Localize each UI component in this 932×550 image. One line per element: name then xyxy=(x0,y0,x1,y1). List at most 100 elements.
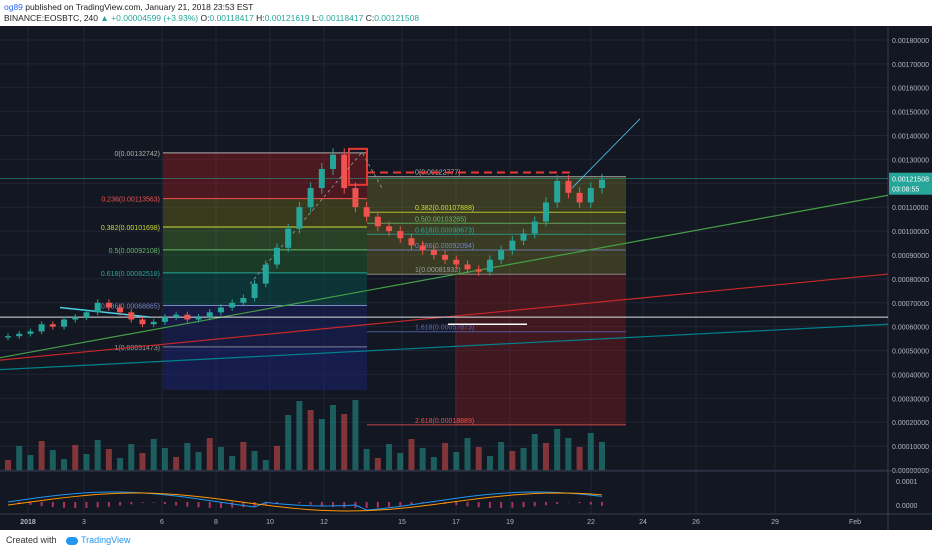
candle-body xyxy=(363,207,370,217)
macd-histogram-bar xyxy=(141,502,144,503)
candle-body xyxy=(554,180,561,203)
volume-bar xyxy=(341,414,348,470)
volume-bar xyxy=(397,453,404,470)
macd-histogram-bar xyxy=(388,502,391,507)
published-text: published on TradingView.com, January 21… xyxy=(25,2,254,12)
volume-bar xyxy=(206,438,213,470)
y-tick-label: 0.00110000 xyxy=(892,205,929,212)
candle-body xyxy=(5,336,11,338)
candle-body xyxy=(38,324,45,332)
macd-histogram-bar xyxy=(96,502,99,508)
volume-bar xyxy=(318,419,325,470)
x-tick-label: 2018 xyxy=(20,519,36,526)
chart-area[interactable]: 0.00180000 0.00170000 0.00160000 0.00150000… xyxy=(0,26,932,530)
candle-body xyxy=(509,240,516,251)
open-value: 0.00118417 xyxy=(209,13,254,23)
macd-histogram-bar xyxy=(231,502,234,508)
volume-bar xyxy=(587,433,594,470)
volume-bar xyxy=(117,458,124,470)
volume-bar xyxy=(486,456,493,470)
volume-bar xyxy=(128,444,135,470)
volume-bar xyxy=(240,442,247,470)
candle-body xyxy=(498,250,505,260)
macd-histogram-bar xyxy=(51,502,54,508)
x-tick-label: 17 xyxy=(452,519,460,526)
candle-body xyxy=(16,333,23,337)
candle-body xyxy=(150,321,157,325)
macd-histogram-bar xyxy=(376,502,379,508)
x-tick-label: Feb xyxy=(849,519,861,526)
trendline-teal xyxy=(0,323,889,371)
volume-bar xyxy=(576,447,583,470)
volume-bar xyxy=(599,442,605,470)
volume-bar xyxy=(16,446,23,470)
candle-body xyxy=(251,283,258,298)
macd-histogram-bar xyxy=(63,502,66,508)
candle-body xyxy=(161,317,168,322)
y-tick-label: 0.00100000 xyxy=(892,229,929,236)
high-value: 0.00121619 xyxy=(264,13,310,23)
macd-histogram-bar xyxy=(343,502,346,508)
macd-histogram-bar xyxy=(264,502,267,506)
candle-body xyxy=(61,319,68,327)
macd-histogram-bar xyxy=(275,502,278,504)
y-tick-label: 0.00150000 xyxy=(892,110,929,117)
y-tick-label: 0.00020000 xyxy=(892,420,929,427)
macd-histogram-bar xyxy=(511,502,514,508)
volume-bar xyxy=(27,455,34,470)
volume-bar xyxy=(554,429,561,470)
volume-bar xyxy=(150,439,157,470)
y-tick-label: 0.00050000 xyxy=(892,349,929,356)
candle-body xyxy=(217,307,224,313)
macd-histogram-bar xyxy=(119,502,122,506)
fib-level-right-label: 0.786(0.00092094) xyxy=(415,243,474,250)
volume-bar xyxy=(565,438,572,470)
candle-body xyxy=(318,168,325,189)
macd-histogram-bar xyxy=(477,502,480,508)
volume-bar xyxy=(262,460,269,470)
author-link[interactable]: og89 xyxy=(4,2,23,12)
candle-body xyxy=(285,228,292,248)
candle-body xyxy=(442,254,449,260)
x-tick-label: 15 xyxy=(398,519,406,526)
macd-line xyxy=(7,491,603,511)
y-tick-label: 0.00070000 xyxy=(892,301,929,308)
macd-histogram-bar xyxy=(74,502,77,508)
tradingview-brand[interactable]: TradingView xyxy=(66,535,131,545)
candle-body xyxy=(27,331,34,334)
macd-tick-label: 0.0000 xyxy=(896,503,918,510)
symbol-line: BINANCE:EOSBTC, 240 ▲ +0.00004599 (+3.93… xyxy=(4,13,419,23)
volume-bar xyxy=(217,447,224,470)
macd-pane: 0.0001 0.0000 xyxy=(7,479,918,512)
fib-level-left-label: 0.618(0.00082518) xyxy=(101,271,160,278)
candle-body xyxy=(139,319,146,325)
macd-histogram-bar xyxy=(107,502,110,507)
macd-histogram-bar xyxy=(455,502,458,506)
volume-bar xyxy=(531,434,538,470)
macd-histogram-bar xyxy=(298,502,301,504)
close-value: 0.00121508 xyxy=(374,13,420,23)
macd-signal-line xyxy=(7,492,603,512)
macd-histogram-bar xyxy=(466,502,469,507)
macd-histogram-bar xyxy=(601,502,603,506)
y-tick-label: 0.00080000 xyxy=(892,277,929,284)
bar-countdown: 03:08:55 xyxy=(892,187,919,194)
macd-histogram-bar xyxy=(208,502,211,508)
volume-bar xyxy=(296,401,303,470)
candle-body xyxy=(330,154,337,169)
macd-histogram-bar xyxy=(544,502,547,506)
trend-lines xyxy=(0,118,889,371)
macd-histogram-bar xyxy=(309,502,312,505)
created-with-text: Created with xyxy=(6,535,57,545)
fib-level-left-label: 0.5(0.00092108) xyxy=(109,248,160,255)
volume-bar xyxy=(139,453,146,470)
candle-body xyxy=(49,324,56,327)
candle-body xyxy=(206,312,213,318)
x-tick-label: 6 xyxy=(160,519,164,526)
candle-body xyxy=(565,180,572,193)
chart-svg[interactable]: 0.00180000 0.00170000 0.00160000 0.00150000… xyxy=(0,26,932,530)
volume-bar xyxy=(49,450,56,470)
macd-histogram-bar xyxy=(40,502,43,507)
y-tick-label: 0.00140000 xyxy=(892,134,929,141)
wedge-line xyxy=(59,306,151,318)
